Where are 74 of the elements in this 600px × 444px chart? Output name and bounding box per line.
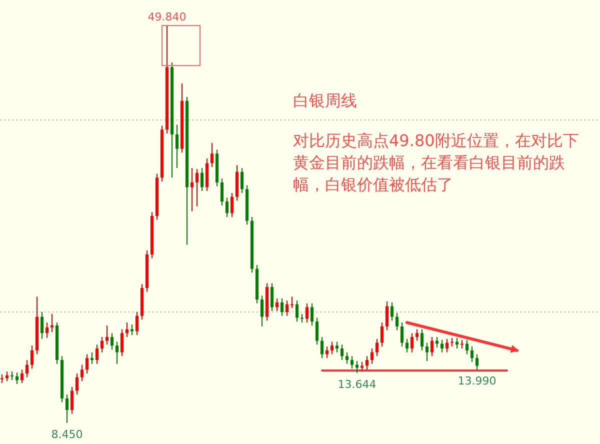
- candlestick: [220, 178, 224, 206]
- annotation: 13.644: [338, 378, 376, 392]
- candlestick: [446, 338, 448, 353]
- candlestick: [346, 352, 348, 364]
- candlestick: [410, 332, 414, 353]
- annotation: 8.450: [51, 428, 83, 441]
- candlestick: [466, 339, 468, 355]
- annotation: 13.990: [458, 374, 496, 388]
- annotation: 对比历史高点49.80附近位置，在对比下黄金目前的跌幅，在看看白银目前的跌幅，白银价值被低估了: [293, 130, 580, 196]
- candlestick: [340, 344, 344, 360]
- candlestick: [296, 300, 298, 322]
- candlestick: [206, 158, 208, 192]
- candlestick: [196, 168, 198, 207]
- candlestick: [26, 360, 28, 378]
- candlestick: [120, 328, 124, 357]
- text: 白银周线: [293, 90, 357, 112]
- candlestick: [326, 346, 328, 359]
- candlestick: [396, 312, 398, 331]
- candlestick: [310, 302, 314, 326]
- candlestick: [90, 352, 94, 364]
- annotation: 49.840: [148, 10, 186, 24]
- candlestick: [16, 372, 18, 384]
- candlestick: [86, 354, 88, 374]
- candlestick: [380, 322, 384, 348]
- candlestick: [260, 295, 264, 327]
- candlestick: [240, 168, 244, 194]
- annotation: 49.840: [148, 10, 200, 66]
- candlestick: [416, 328, 418, 342]
- candlestick: [426, 342, 428, 362]
- candlestick: [96, 344, 98, 364]
- candlestick: [80, 364, 84, 382]
- candlestick: [20, 369, 24, 384]
- candlestick: [336, 341, 338, 353]
- candlestick: [470, 346, 474, 362]
- candlestick: [210, 142, 214, 168]
- candlestick: [400, 322, 404, 348]
- candlestick: [116, 341, 118, 364]
- candlestick: [66, 394, 68, 424]
- candlestick: [406, 338, 408, 353]
- candlestick: [386, 300, 388, 331]
- candlestick: [330, 341, 334, 355]
- candlestick: [106, 324, 108, 346]
- candlestick: [280, 298, 284, 316]
- candlestick: [370, 348, 374, 364]
- candlestick: [316, 317, 318, 346]
- candlestick: [226, 197, 228, 218]
- candlestick: [286, 300, 288, 316]
- candlestick: [200, 168, 204, 192]
- candlestick: [76, 372, 78, 396]
- candlestick: [40, 312, 44, 340]
- candlestick: [100, 336, 104, 353]
- candlestick: [110, 332, 114, 350]
- candlestick: [70, 386, 74, 414]
- candlestick: [290, 296, 294, 309]
- candlestick: [366, 356, 368, 370]
- candlestick: [390, 302, 394, 322]
- candlestick: [126, 322, 128, 338]
- candlestick: [50, 313, 54, 333]
- candlestick: [270, 282, 274, 312]
- candlestick: [420, 328, 424, 351]
- candlestick: [190, 168, 194, 212]
- candlestick: [320, 336, 324, 359]
- candlestick: [350, 356, 354, 370]
- candlestick: [276, 298, 278, 312]
- candlestick: [230, 192, 234, 218]
- candlestick: [46, 322, 48, 338]
- candlestick: [30, 345, 34, 370]
- candlestick: [136, 312, 138, 336]
- candlestick: [306, 302, 308, 324]
- candlestick: [476, 354, 478, 370]
- candlestick: [440, 339, 444, 353]
- candlestick: [430, 336, 434, 357]
- candlestick: [176, 124, 178, 168]
- candlestick: [376, 338, 378, 357]
